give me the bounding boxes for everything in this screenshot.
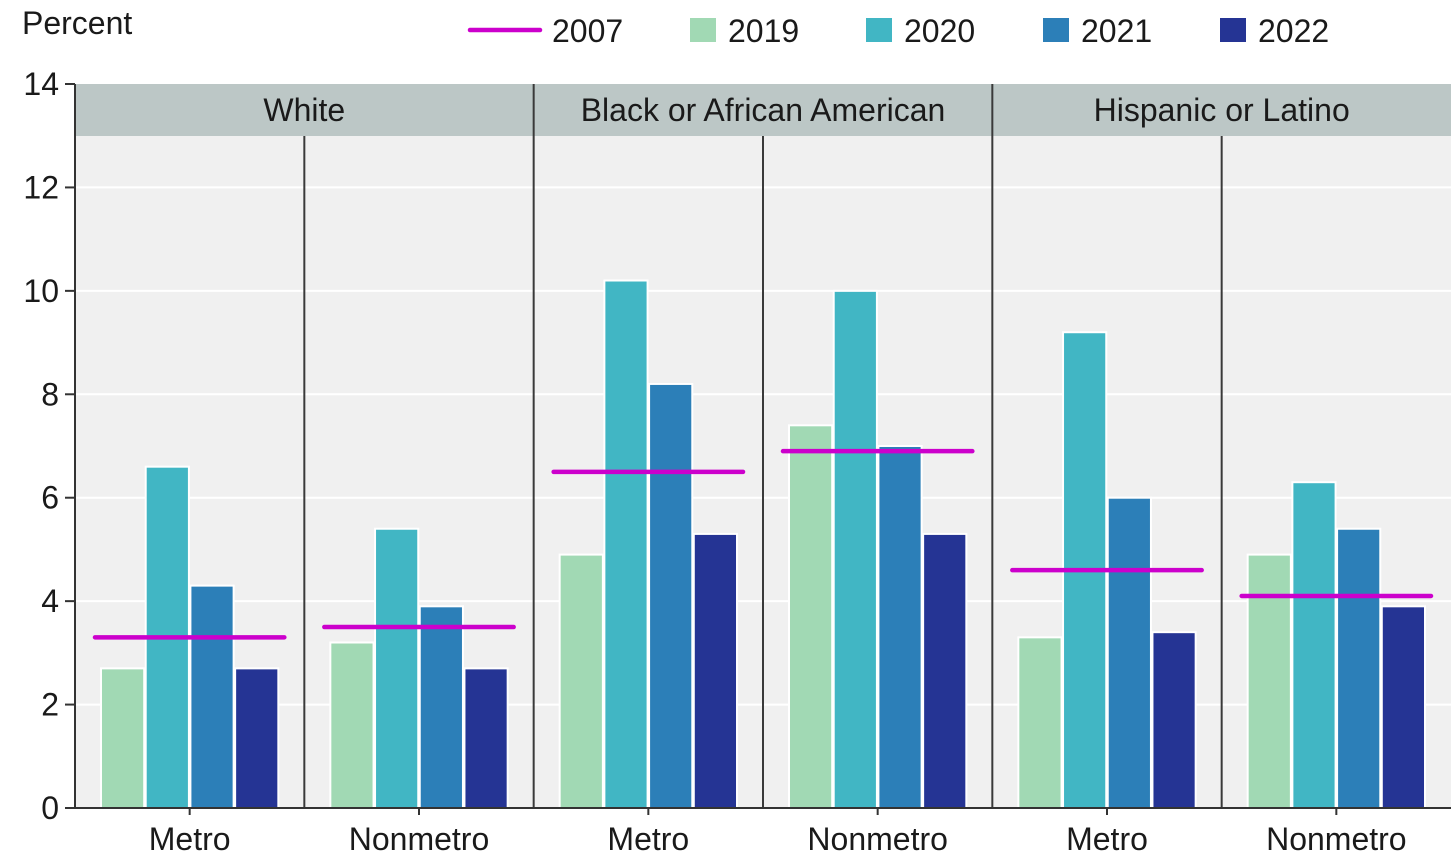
- legend-swatch: [1220, 18, 1246, 42]
- bar: [692, 532, 739, 810]
- y-tick-label: 10: [23, 273, 59, 309]
- legend-label: 2022: [1258, 13, 1329, 49]
- legend-swatch: [690, 18, 716, 42]
- bar: [1017, 636, 1063, 809]
- bar: [1336, 527, 1382, 809]
- legend-label: 2020: [904, 13, 975, 49]
- y-tick-label: 6: [41, 480, 59, 516]
- x-tick-label: Metro: [607, 821, 689, 855]
- bar: [922, 532, 968, 810]
- bar: [1291, 481, 1337, 809]
- y-tick-label: 14: [23, 66, 59, 102]
- legend-swatch: [866, 18, 892, 42]
- bar: [1106, 496, 1152, 809]
- y-tick-label: 0: [41, 790, 59, 826]
- bar: [877, 445, 923, 809]
- legend-label: 2021: [1081, 13, 1152, 49]
- facet-strip: [992, 84, 1451, 136]
- y-axis-label: Percent: [22, 5, 132, 41]
- y-tick-label: 2: [41, 687, 59, 723]
- legend-label: 2019: [728, 13, 799, 49]
- facet-label: Hispanic or Latino: [1094, 92, 1350, 128]
- x-tick-label: Nonmetro: [807, 821, 948, 855]
- bar: [1380, 605, 1426, 809]
- bar: [648, 382, 694, 809]
- bar: [100, 667, 146, 809]
- x-tick-label: Nonmetro: [1266, 821, 1407, 855]
- x-tick-label: Nonmetro: [349, 821, 490, 855]
- legend-swatch: [1043, 18, 1069, 42]
- bar: [1151, 631, 1197, 810]
- x-tick-label: Metro: [149, 821, 231, 855]
- facet-label: White: [263, 92, 345, 128]
- y-tick-label: 4: [41, 583, 59, 619]
- bar: [788, 424, 834, 809]
- facet-strip: [75, 84, 534, 136]
- bar: [832, 289, 878, 810]
- facet-label: Black or African American: [581, 92, 946, 128]
- bar: [558, 553, 604, 809]
- x-tick-label: Metro: [1066, 821, 1148, 855]
- bar: [603, 279, 649, 809]
- bar: [1246, 553, 1292, 809]
- y-tick-label: 12: [23, 169, 59, 205]
- bar: [418, 605, 464, 809]
- bar: [189, 584, 235, 810]
- legend-label: 2007: [552, 13, 623, 49]
- bar: [463, 667, 509, 809]
- y-tick-label: 8: [41, 376, 59, 412]
- bar: [329, 641, 375, 809]
- bar: [234, 667, 280, 809]
- bar: [374, 527, 420, 809]
- facet-strip: [533, 84, 993, 136]
